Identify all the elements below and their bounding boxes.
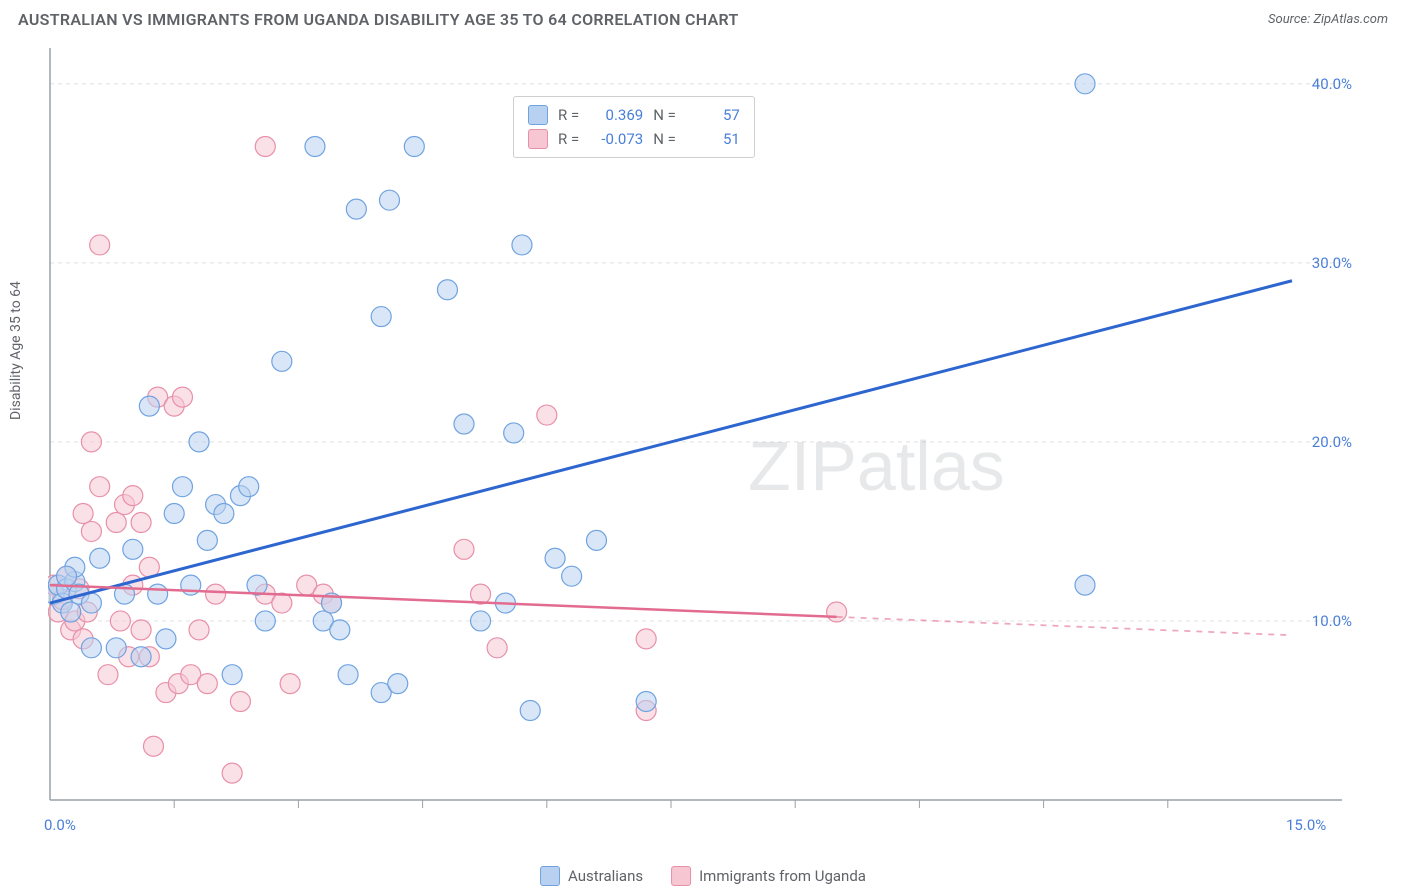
chart-title: AUSTRALIAN VS IMMIGRANTS FROM UGANDA DIS… [18, 10, 739, 29]
stats-r-label: R = [558, 103, 579, 127]
correlation-scatter-chart [48, 46, 1358, 836]
legend-swatch [671, 866, 691, 886]
chart-header: AUSTRALIAN VS IMMIGRANTS FROM UGANDA DIS… [0, 0, 1406, 37]
legend-label: Immigrants from Uganda [699, 867, 866, 885]
legend-label: Australians [568, 867, 643, 885]
legend-swatch [540, 866, 560, 886]
stats-n-value: 51 [686, 127, 740, 151]
stats-r-label: R = [558, 127, 579, 151]
source-attribution: Source: ZipAtlas.com [1268, 12, 1388, 27]
source-label: Source: [1268, 12, 1310, 27]
stats-n-label: N = [653, 127, 676, 151]
stats-swatch [528, 105, 548, 125]
y-axis-label: Disability Age 35 to 64 [8, 281, 24, 420]
legend-item: Australians [540, 866, 643, 886]
legend-item: Immigrants from Uganda [671, 866, 866, 886]
stats-n-value: 57 [686, 103, 740, 127]
y-tick-label: 10.0% [1312, 612, 1352, 630]
y-tick-label: 30.0% [1312, 254, 1352, 272]
x-tick-label: 0.0% [44, 816, 76, 834]
y-tick-label: 20.0% [1312, 433, 1352, 451]
source-name: ZipAtlas.com [1313, 12, 1388, 27]
stats-row: R = -0.073 N = 51 [528, 127, 740, 151]
x-tick-label: 15.0% [1286, 816, 1326, 834]
stats-n-label: N = [653, 103, 676, 127]
y-tick-label: 40.0% [1312, 75, 1352, 93]
correlation-stats-box: R = 0.369 N = 57 R = -0.073 N = 51 [513, 96, 755, 158]
chart-legend: Australians Immigrants from Uganda [540, 866, 866, 886]
stats-swatch [528, 129, 548, 149]
stats-row: R = 0.369 N = 57 [528, 103, 740, 127]
stats-r-value: 0.369 [589, 103, 643, 127]
stats-r-value: -0.073 [589, 127, 643, 151]
chart-plot-area: ZIPatlas R = 0.369 N = 57 R = -0.073 N =… [48, 46, 1358, 836]
